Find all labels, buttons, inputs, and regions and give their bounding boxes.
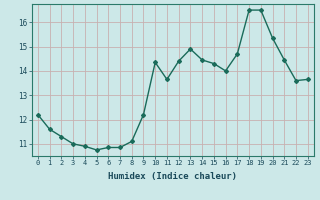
X-axis label: Humidex (Indice chaleur): Humidex (Indice chaleur): [108, 172, 237, 181]
